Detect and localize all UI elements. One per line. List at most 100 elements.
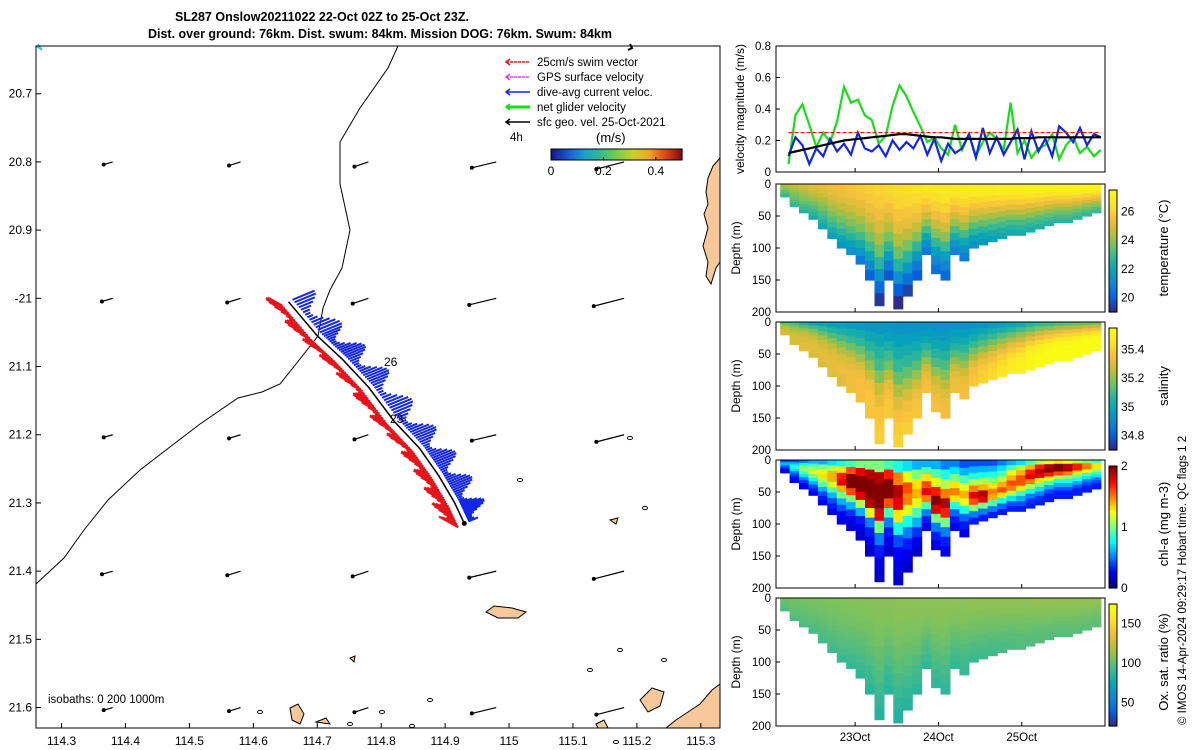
heatmap-cell (1091, 609, 1102, 613)
swim-vector (415, 472, 436, 486)
geostrophic-arrow (596, 706, 625, 716)
heatmap-cell (1044, 196, 1055, 202)
heatmap-cell (1034, 464, 1045, 470)
dive-avg-vector (381, 393, 392, 399)
colorbar-cell (1109, 337, 1117, 341)
heatmap-cell (949, 516, 960, 524)
heatmap-cell (912, 260, 923, 271)
heatmap-cell (959, 644, 970, 653)
heatmap-cell (1016, 608, 1026, 614)
heatmap-cell (874, 484, 885, 498)
heatmap-cell (1025, 203, 1036, 209)
heatmap-cell (1016, 225, 1026, 231)
heatmap-cell (1044, 338, 1055, 344)
colorbar-cell (1109, 251, 1117, 255)
depth-tick-label: 100 (752, 519, 771, 531)
heatmap-cell (817, 469, 828, 475)
colorbar-cell (1109, 686, 1117, 690)
swim-vector (420, 476, 438, 488)
heatmap-cell (780, 599, 791, 602)
heatmap-cell (808, 470, 819, 475)
heatmap-cell (968, 347, 979, 355)
colorbar-cell (1109, 534, 1117, 538)
heatmap-cell (1072, 484, 1083, 489)
heatmap-cell (874, 610, 885, 623)
colorbar-cell (677, 149, 681, 160)
land-islet (639, 687, 665, 713)
heatmap-cell (940, 607, 951, 618)
heatmap-cell (1091, 195, 1102, 199)
heatmap-cell (1025, 598, 1036, 604)
heatmap-cell (949, 626, 960, 634)
heatmap-cell (1082, 620, 1092, 625)
colorbar-cell (1109, 209, 1117, 213)
heatmap-cell (799, 460, 809, 464)
map-glider-track (265, 289, 485, 529)
heatmap-cell (1006, 230, 1017, 236)
heatmap-cell (817, 473, 828, 479)
heatmap-cell (1034, 620, 1045, 626)
colorbar-tick-label: 26 (1121, 205, 1135, 219)
heatmap-cell (780, 467, 791, 470)
heatmap-cell (1072, 477, 1083, 482)
colorbar-cell (1109, 425, 1117, 429)
swim-vector (418, 466, 428, 474)
dive-avg-vector (292, 289, 315, 301)
heatmap-cell (1082, 338, 1092, 342)
heatmap-cell (940, 260, 951, 271)
dive-avg-vector (359, 365, 372, 373)
dive-avg-vector (362, 366, 383, 377)
heatmap-cell (997, 189, 1008, 196)
heatmap-cell (827, 184, 838, 190)
geostrophic-arrow-head (350, 301, 355, 306)
colorbar-cell (1109, 340, 1117, 344)
heatmap-cell (978, 358, 989, 366)
heatmap-cell (912, 232, 923, 243)
heatmap-cell (1044, 606, 1055, 612)
heatmap-cell (902, 228, 913, 241)
swim-vector (287, 323, 309, 337)
heatmap-cell (855, 492, 866, 501)
map-x-tick-label: 115.3 (686, 734, 715, 748)
colorbar-cell (1109, 502, 1117, 506)
swim-vector (415, 468, 433, 480)
heatmap-cell (827, 492, 838, 499)
dive-avg-vector (415, 428, 437, 440)
swim-vector (373, 414, 386, 423)
colorbar-cell (1109, 265, 1117, 269)
heatmap-cell (997, 360, 1008, 367)
colorbar-cell (592, 149, 596, 160)
heatmap-cell (827, 503, 838, 510)
heatmap-cell (978, 364, 989, 372)
swim-vector (429, 484, 440, 492)
heatmap-cell (827, 354, 838, 361)
heatmap-cell (780, 471, 791, 474)
heatmap-cell (817, 620, 828, 626)
colorbar-cell (1109, 563, 1117, 567)
heatmap-cell (817, 326, 828, 332)
heatmap-cell (893, 485, 904, 499)
heatmap-cell (1082, 626, 1092, 631)
depth-tick-label: 150 (752, 689, 771, 701)
heatmap-cell (808, 605, 819, 610)
heatmap-cell (865, 232, 875, 243)
heatmap-cell (1072, 353, 1083, 358)
heatmap-cell (987, 615, 998, 622)
dive-avg-vector (327, 335, 337, 341)
heatmap-cell (1072, 598, 1083, 603)
colorbar-cell (1109, 682, 1117, 686)
colorbar-cell (1109, 548, 1117, 552)
heatmap-cell (1025, 484, 1036, 490)
heatmap-cell (959, 490, 970, 499)
heatmap-cell (789, 326, 800, 330)
heatmap-cell (836, 184, 847, 191)
geostrophic-arrow (228, 706, 241, 712)
dive-avg-vector (467, 516, 475, 521)
heatmap-cell (949, 184, 960, 192)
heatmap-cell (968, 460, 979, 467)
heatmap-cell (1063, 483, 1074, 488)
swim-vector (403, 454, 424, 468)
heatmap-cell (893, 660, 904, 674)
heatmap-cell (893, 233, 904, 247)
heatmap-cell (959, 498, 970, 507)
